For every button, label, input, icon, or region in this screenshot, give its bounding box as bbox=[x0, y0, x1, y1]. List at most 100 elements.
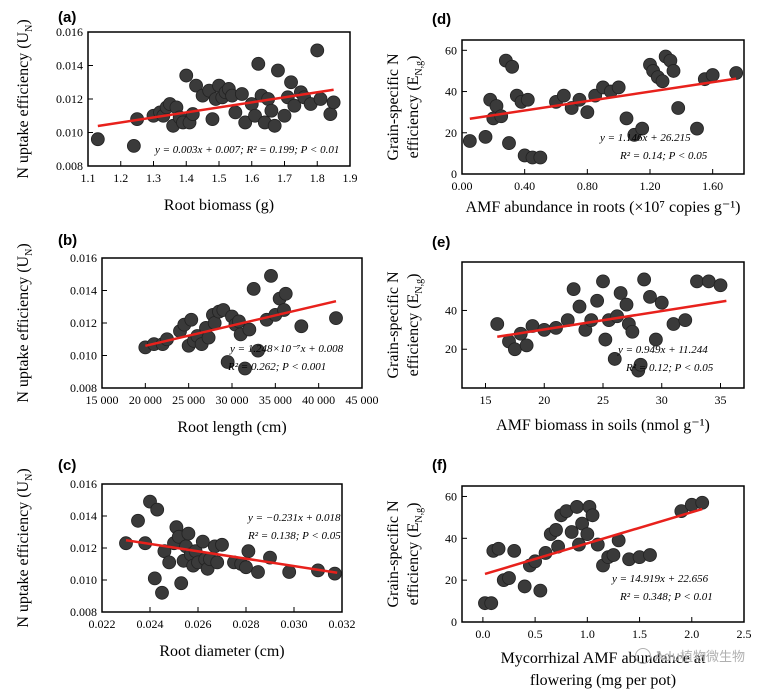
data-point bbox=[267, 118, 282, 133]
panel-label: (c) bbox=[58, 457, 76, 474]
data-point bbox=[569, 500, 584, 514]
y-tick-label: 20 bbox=[445, 126, 457, 140]
regression-line bbox=[497, 299, 727, 339]
x-tick-label: 0.026 bbox=[185, 617, 212, 631]
y-tick-label: 0.016 bbox=[70, 477, 97, 491]
data-point bbox=[241, 544, 256, 559]
x-axis-label: Root length (cm) bbox=[177, 419, 286, 436]
data-point bbox=[278, 286, 293, 301]
y-axis-label-line2: efficiency (EN,g) bbox=[405, 56, 425, 159]
regression-equation: y = 1.248×10⁻⁷x + 0.008 bbox=[229, 343, 344, 355]
data-point bbox=[585, 508, 600, 523]
data-point bbox=[220, 355, 235, 369]
x-tick-label: 0.024 bbox=[137, 617, 164, 631]
y-tick-label: 40 bbox=[445, 303, 457, 317]
data-point bbox=[494, 109, 509, 124]
data-point bbox=[184, 312, 199, 327]
data-point bbox=[246, 281, 261, 296]
x-tick-label: 20 bbox=[538, 393, 550, 407]
x-tick-label: 25 bbox=[597, 393, 609, 407]
regression-line bbox=[145, 299, 337, 348]
data-point bbox=[566, 282, 581, 297]
data-point bbox=[264, 103, 279, 118]
data-point bbox=[507, 543, 522, 558]
data-point bbox=[556, 88, 571, 103]
x-tick-label: 0.00 bbox=[452, 179, 473, 193]
data-point bbox=[90, 132, 105, 147]
x-tick-label: 1.20 bbox=[640, 179, 661, 193]
data-point bbox=[242, 322, 257, 337]
data-point bbox=[147, 571, 162, 586]
data-point bbox=[701, 274, 716, 289]
data-point bbox=[210, 555, 225, 570]
data-point bbox=[238, 115, 253, 130]
x-tick-label: 0.028 bbox=[233, 617, 260, 631]
y-axis-label: N uptake efficiency (UN) bbox=[15, 19, 35, 178]
x-tick-label: 0.0 bbox=[475, 627, 490, 641]
data-point bbox=[150, 502, 165, 517]
data-point bbox=[326, 95, 341, 110]
regression-equation: y = −0.231x + 0.018 bbox=[247, 512, 341, 524]
data-point bbox=[502, 136, 516, 150]
x-tick-label: 1.2 bbox=[113, 171, 128, 185]
y-tick-label: 20 bbox=[445, 573, 457, 587]
x-tick-label: 35 bbox=[715, 393, 727, 407]
x-tick-label: 0.030 bbox=[281, 617, 308, 631]
y-tick-label: 0.016 bbox=[56, 25, 83, 39]
data-point bbox=[287, 98, 302, 113]
data-point bbox=[239, 560, 253, 575]
regression-equation: y = 0.949x + 11.244 bbox=[617, 344, 708, 356]
y-axis-label-line2: efficiency (EN,g) bbox=[405, 274, 425, 377]
data-point bbox=[251, 565, 265, 579]
watermark-text: Adu植物微生物 bbox=[654, 650, 745, 665]
data-point bbox=[695, 495, 710, 510]
plot-frame bbox=[461, 39, 745, 175]
x-tick-label: 30 bbox=[656, 393, 668, 407]
panel-label: (d) bbox=[432, 11, 451, 28]
data-point bbox=[666, 317, 681, 331]
regression-line bbox=[97, 88, 334, 128]
data-point bbox=[520, 92, 535, 107]
x-axis-label: Root biomass (g) bbox=[164, 197, 274, 214]
x-tick-label: 1.3 bbox=[146, 171, 161, 185]
x-tick-label: 0.032 bbox=[329, 617, 356, 631]
data-point bbox=[119, 536, 133, 551]
y-tick-label: 0.012 bbox=[70, 316, 97, 330]
data-point bbox=[310, 43, 325, 58]
data-point bbox=[690, 121, 704, 136]
data-point bbox=[294, 319, 309, 334]
regression-stats: R² = 0.14; P < 0.05 bbox=[619, 150, 708, 162]
regression-stats: R² = 0.138; P < 0.05 bbox=[247, 530, 341, 542]
data-point bbox=[606, 548, 621, 562]
wechat-watermark: Adu植物微生物 bbox=[634, 646, 745, 665]
x-tick-label: 2.5 bbox=[737, 627, 752, 641]
data-point bbox=[248, 108, 262, 123]
panel-e: (e) 15 20 25 30 35 20 40 AMF biomass in soils (n… bbox=[385, 234, 745, 434]
y-tick-label: 0.008 bbox=[70, 381, 97, 395]
data-point bbox=[596, 274, 610, 289]
data-point bbox=[484, 596, 499, 611]
x-tick-label: 1.5 bbox=[632, 627, 647, 641]
data-point bbox=[533, 583, 548, 598]
data-point bbox=[533, 150, 548, 165]
data-point bbox=[633, 357, 648, 372]
data-point bbox=[590, 293, 605, 308]
panel-f: (f) 0.0 0.5 1.0 1.5 2.0 2.5 0 20 40 60 Mycorrhizal … bbox=[385, 457, 752, 689]
regression-line bbox=[484, 507, 703, 576]
data-point bbox=[329, 311, 343, 326]
data-point bbox=[643, 289, 657, 304]
data-point bbox=[625, 324, 640, 339]
data-point bbox=[181, 526, 196, 541]
data-point bbox=[671, 101, 686, 115]
y-tick-label: 0.010 bbox=[70, 349, 97, 363]
panel-c: (c) 0.022 0.024 0.026 0.028 0.030 0.032 0.008 0.… bbox=[15, 457, 356, 660]
x-tick-label: 1.7 bbox=[277, 171, 292, 185]
y-tick-label: 0.014 bbox=[70, 509, 97, 523]
plot-frame bbox=[461, 485, 745, 623]
data-point bbox=[729, 66, 744, 80]
y-tick-label: 0.008 bbox=[70, 605, 97, 619]
y-axis-label: Grain-specific N bbox=[385, 500, 402, 608]
data-point bbox=[648, 332, 663, 347]
data-point bbox=[713, 278, 728, 293]
data-point bbox=[264, 268, 278, 283]
